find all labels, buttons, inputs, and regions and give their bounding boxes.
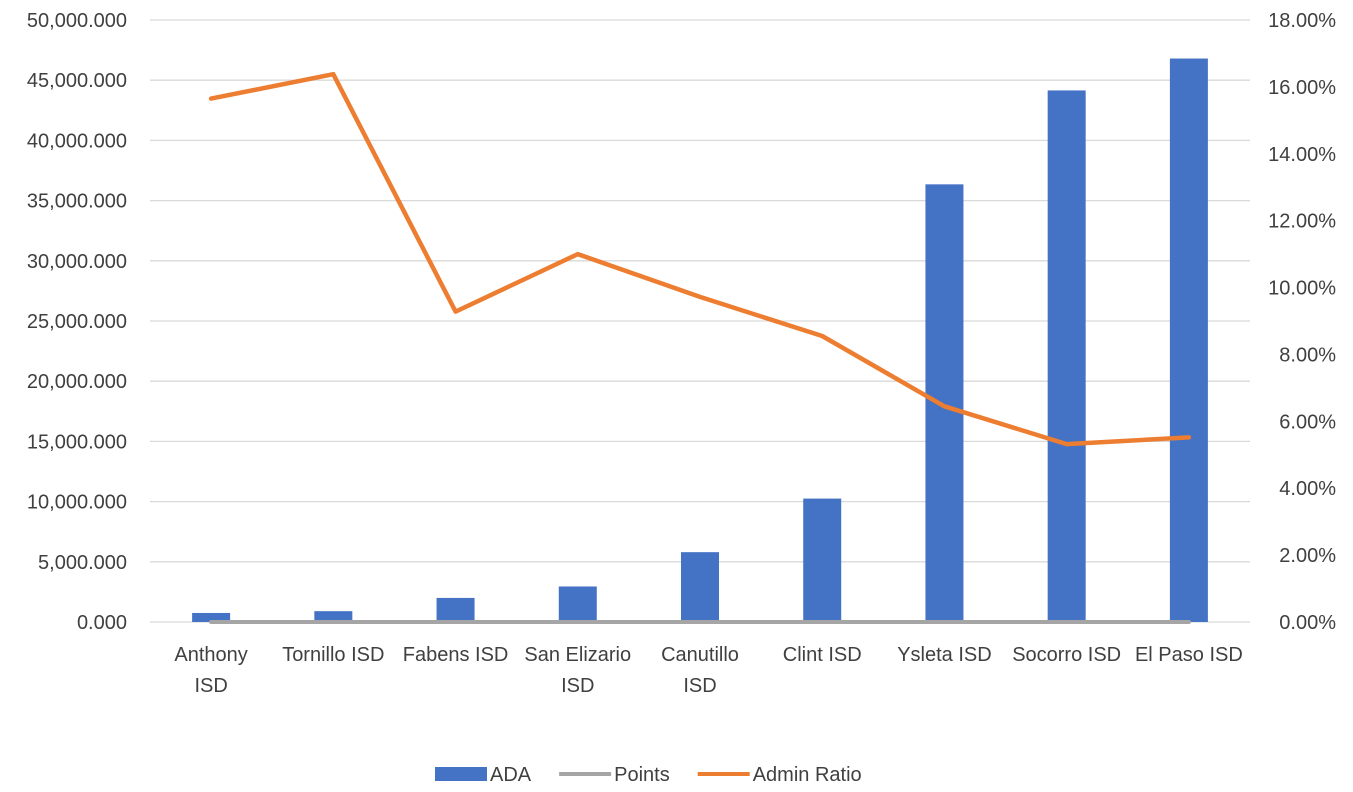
right-tick-label: 6.00% <box>1279 411 1336 433</box>
right-tick-label: 0.00% <box>1279 612 1336 634</box>
left-tick-label: 20,000.000 <box>27 371 127 393</box>
category-label: ISD <box>194 675 227 697</box>
right-axis: 0.00% 2.00% 4.00% 6.00% 8.00% 10.00% 12.00% 14.… <box>1268 10 1336 634</box>
left-tick-label: 35,000.000 <box>27 191 127 213</box>
category-label: Canutillo <box>661 644 739 666</box>
legend: ADA Points Admin Ratio <box>435 764 862 786</box>
category-label: Tornillo ISD <box>282 644 384 666</box>
ada-bar <box>803 498 842 622</box>
right-tick-label: 14.00% <box>1268 144 1336 166</box>
legend-label-admin-ratio: Admin Ratio <box>753 764 862 786</box>
right-tick-label: 12.00% <box>1268 211 1336 233</box>
category-label: Clint ISD <box>783 644 862 666</box>
left-tick-label: 0.000 <box>77 612 127 634</box>
ada-bar <box>1169 58 1208 622</box>
category-label: Anthony <box>174 644 247 666</box>
category-label: Socorro ISD <box>1012 644 1121 666</box>
right-tick-label: 4.00% <box>1279 478 1336 500</box>
x-axis-labels: Anthony ISD Tornillo ISD Fabens ISD San Eliz… <box>174 644 1242 697</box>
category-label: ISD <box>561 675 594 697</box>
category-label: El Paso ISD <box>1135 644 1243 666</box>
right-tick-label: 18.00% <box>1268 10 1336 32</box>
left-tick-label: 25,000.000 <box>27 311 127 333</box>
ada-bar <box>436 597 475 622</box>
gridlines <box>150 19 1250 623</box>
legend-swatch-ada <box>435 767 487 781</box>
ada-bar <box>681 552 719 622</box>
legend-label-ada: ADA <box>490 764 532 786</box>
ada-bars <box>192 58 1208 622</box>
series-lines <box>208 71 1192 624</box>
left-tick-label: 10,000.000 <box>27 492 127 514</box>
ada-bar <box>314 611 353 622</box>
ada-bar <box>925 184 964 622</box>
left-tick-label: 15,000.000 <box>27 431 127 453</box>
left-tick-label: 40,000.000 <box>27 130 127 152</box>
right-tick-label: 2.00% <box>1279 545 1336 567</box>
category-label: San Elizario <box>524 644 631 666</box>
left-tick-label: 5,000.000 <box>38 552 127 574</box>
left-axis: 0.000 5,000.000 10,000.000 15,000.000 20,000… <box>27 10 127 634</box>
admin-ratio-line <box>208 71 1192 447</box>
legend-label-points: Points <box>614 764 670 786</box>
ada-bar <box>1047 90 1086 622</box>
right-tick-label: 10.00% <box>1268 278 1336 300</box>
category-label: ISD <box>683 675 716 697</box>
ada-bar <box>558 586 597 622</box>
left-tick-label: 50,000.000 <box>27 10 127 32</box>
left-tick-label: 45,000.000 <box>27 70 127 92</box>
left-tick-label: 30,000.000 <box>27 251 127 273</box>
category-label: Ysleta ISD <box>897 644 991 666</box>
right-tick-label: 16.00% <box>1268 77 1336 99</box>
right-tick-label: 8.00% <box>1279 344 1336 366</box>
category-label: Fabens ISD <box>403 644 509 666</box>
ada-bar <box>192 612 231 622</box>
